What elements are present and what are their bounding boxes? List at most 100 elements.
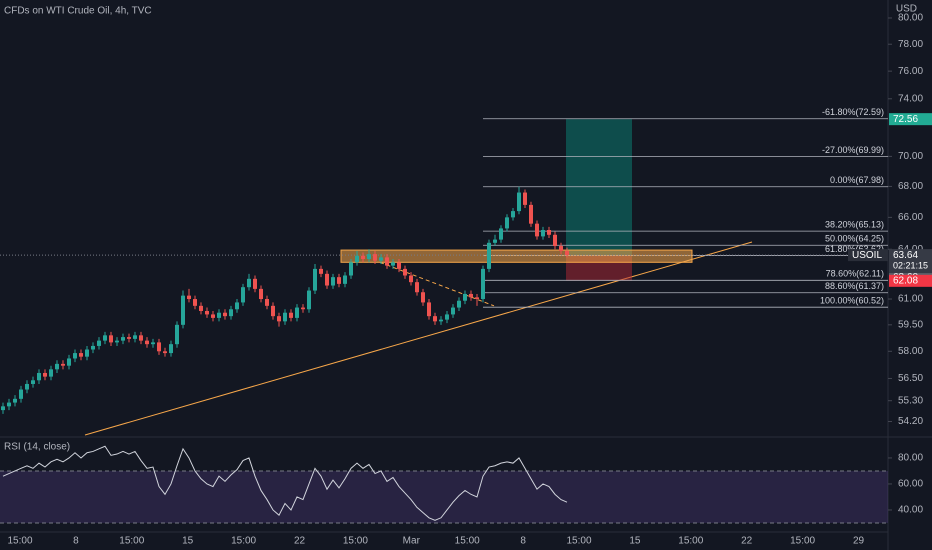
supply-zone [340, 249, 693, 263]
candle-body [73, 353, 77, 359]
candle-body [373, 254, 377, 261]
x-tick-label: 15:00 [455, 536, 480, 547]
fib-label: -61.80%(72.59) [822, 107, 884, 117]
price-tag [889, 274, 932, 287]
rsi-band [0, 470, 888, 523]
candle-body [271, 305, 275, 317]
candle-body [115, 340, 119, 343]
price-tag-label: 62.08 [893, 275, 918, 286]
candle-body [445, 314, 449, 320]
target-zone [566, 119, 632, 256]
y-tick-label: 56.50 [898, 373, 923, 384]
candle-body [43, 372, 47, 377]
x-tick-label: 15:00 [343, 536, 368, 547]
candle-body [535, 223, 539, 237]
candle-body [295, 307, 299, 318]
candle-body [451, 307, 455, 315]
candle-body [235, 302, 239, 310]
candle-body [379, 257, 383, 261]
x-tick-label: 8 [520, 536, 526, 547]
candle-body [157, 342, 161, 352]
countdown-label: 02:21:15 [893, 260, 928, 270]
x-tick-label: 15:00 [231, 536, 256, 547]
candle-body [397, 262, 401, 269]
candle-body [37, 372, 41, 381]
candle-body [505, 217, 509, 229]
rsi-y-tick-label: 60.00 [898, 479, 923, 490]
fib-label: 61.80%(63.62) [825, 244, 884, 254]
fib-label: -27.00%(69.99) [822, 145, 884, 155]
candle-body [427, 302, 431, 317]
candle-body [493, 239, 497, 243]
candle-body [211, 314, 215, 318]
candle-body [313, 268, 317, 291]
candle-body [217, 312, 221, 318]
candle-body [31, 380, 35, 384]
candle-body [385, 257, 389, 266]
rsi-line [2, 445, 568, 521]
candle-body [7, 402, 11, 407]
x-tick-label: 29 [853, 536, 865, 547]
x-tick-label: 22 [294, 536, 306, 547]
last-price-tag [889, 249, 932, 274]
y-tick-label: 58.00 [898, 346, 923, 357]
candle-body [289, 312, 293, 318]
candle-body [331, 277, 335, 286]
candle-body [265, 299, 269, 306]
candle-body [85, 349, 89, 357]
candle-body [415, 282, 419, 293]
candle-body [163, 351, 167, 354]
candle-body [433, 316, 437, 322]
candle-body [151, 342, 155, 345]
candle-body [403, 268, 407, 276]
candle-body [487, 242, 491, 269]
candle-body [439, 319, 443, 322]
candle-body [19, 389, 23, 399]
candle-body [517, 192, 521, 212]
x-tick-label: 8 [73, 536, 79, 547]
fib-label: 0.00%(67.98) [830, 175, 884, 185]
x-tick-label: 15:00 [566, 536, 591, 547]
y-tick-label: 68.00 [898, 181, 923, 192]
candle-body [469, 293, 473, 298]
x-tick-label: 22 [741, 536, 753, 547]
candle-body [475, 297, 479, 300]
x-tick-label: 15:00 [119, 536, 144, 547]
candle-body [277, 316, 281, 322]
y-tick-label: 55.30 [898, 395, 923, 406]
y-tick-label: 80.00 [898, 13, 923, 24]
candle-body [55, 363, 59, 370]
candle-body [61, 363, 65, 366]
candle-body [25, 383, 29, 390]
x-tick-label: 15 [182, 536, 194, 547]
candle-body [343, 275, 347, 284]
candle-body [553, 234, 557, 247]
candle-body [49, 369, 53, 377]
candle-body [421, 292, 425, 303]
candle-body [139, 335, 143, 341]
x-tick-label: 15:00 [678, 536, 703, 547]
candle-body [109, 335, 113, 343]
rsi-title: RSI (14, close) [4, 442, 70, 453]
candle-body [97, 340, 101, 346]
candle-body [127, 337, 131, 339]
candle-body [181, 295, 185, 325]
candle-body [205, 310, 209, 315]
candle-body [193, 299, 197, 306]
candle-body [145, 340, 149, 345]
y-tick-label: 70.00 [898, 151, 923, 162]
trendline [84, 241, 753, 436]
candle-body [133, 335, 137, 339]
last-price-label: 63.64 [893, 250, 918, 261]
candle-body [319, 268, 323, 274]
chart-title: CFDs on WTI Crude Oil, 4h, TVC [4, 6, 152, 17]
candle-body [547, 230, 551, 235]
candle-body [391, 262, 395, 266]
y-tick-label: 59.50 [898, 319, 923, 330]
candle-body [529, 204, 533, 224]
candle-body [307, 290, 311, 310]
y-tick-label: 61.00 [898, 294, 923, 305]
